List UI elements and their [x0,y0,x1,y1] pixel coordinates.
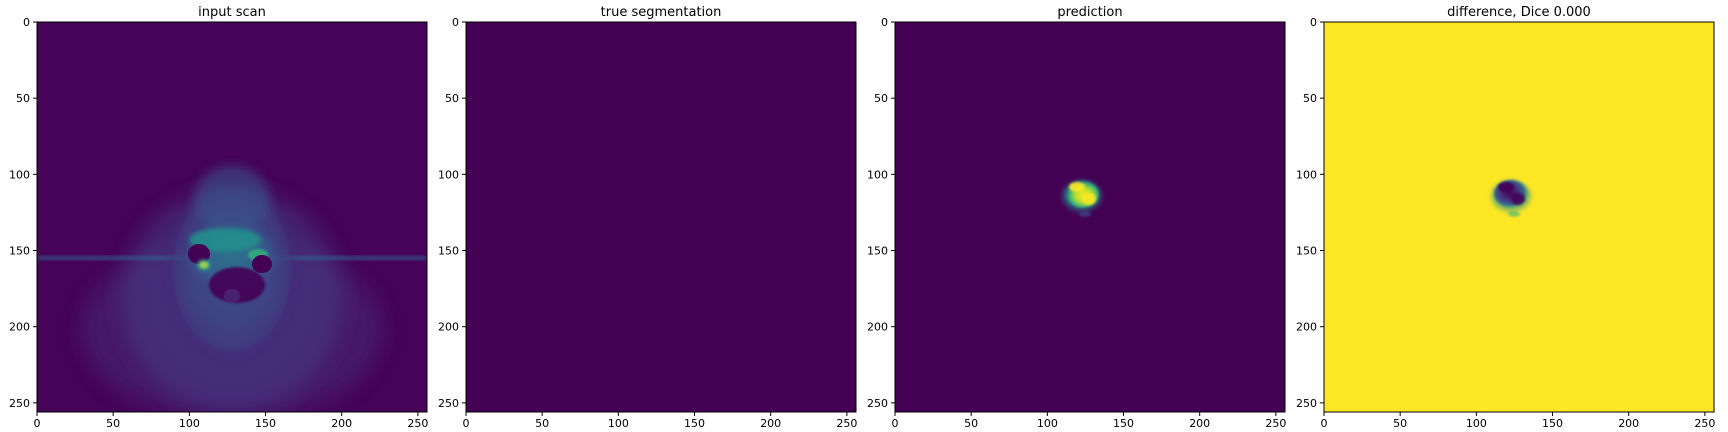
y-tick-label: 250 [438,397,459,410]
x-tick-label: 0 [892,417,899,430]
x-tick-label: 0 [463,417,470,430]
panel-prediction: prediction 0 50 100 150 200 250 0 50 100 150 200 2… [867,5,1286,430]
y-tick-label: 0 [452,16,459,29]
x-tick-label: 150 [684,417,705,430]
x-tick-label: 200 [1189,417,1210,430]
x-tick-label: 0 [1321,417,1328,430]
x-axis-ticks: 0 50 100 150 200 250 [34,412,428,430]
y-axis-ticks: 0 50 100 150 200 250 [438,16,466,410]
x-tick-label: 150 [1113,417,1134,430]
y-tick-label: 100 [1296,168,1317,181]
y-tick-label: 150 [9,245,30,258]
panel-input-scan: input scan [9,5,428,430]
y-tick-label: 50 [874,92,888,105]
panel-title: true segmentation [601,5,722,20]
panel-true-segmentation: true segmentation 0 50 100 150 200 250 0 50 100… [438,5,857,430]
y-tick-label: 100 [9,168,30,181]
x-tick-label: 50 [964,417,978,430]
true-segmentation-image [466,22,856,412]
x-tick-label: 200 [1618,417,1639,430]
y-tick-label: 0 [881,16,888,29]
y-tick-label: 200 [1296,321,1317,334]
x-tick-label: 200 [331,417,352,430]
panel-title: input scan [198,5,266,20]
panel-title: difference, Dice 0.000 [1447,5,1591,20]
y-tick-label: 100 [438,168,459,181]
y-tick-label: 100 [867,168,888,181]
x-tick-label: 200 [760,417,781,430]
y-tick-label: 150 [1296,245,1317,258]
x-tick-label: 50 [1393,417,1407,430]
x-tick-label: 250 [1265,417,1286,430]
input-scan-image [37,22,427,412]
x-tick-label: 100 [1037,417,1058,430]
prediction-image [895,22,1285,412]
y-axis-ticks: 0 50 100 150 200 250 [867,16,895,410]
x-tick-label: 150 [255,417,276,430]
y-tick-label: 250 [9,397,30,410]
x-tick-label: 150 [1542,417,1563,430]
x-tick-label: 100 [179,417,200,430]
x-tick-label: 100 [1466,417,1487,430]
y-tick-label: 50 [16,92,30,105]
x-axis-ticks: 0 50 100 150 200 250 [892,412,1286,430]
y-tick-label: 200 [867,321,888,334]
x-tick-label: 50 [535,417,549,430]
x-tick-label: 250 [836,417,857,430]
x-tick-label: 0 [34,417,41,430]
y-tick-label: 50 [445,92,459,105]
y-tick-label: 150 [438,245,459,258]
y-tick-label: 0 [23,16,30,29]
y-tick-label: 250 [867,397,888,410]
y-tick-label: 150 [867,245,888,258]
y-axis-ticks: 0 50 100 150 200 250 [9,16,37,410]
axis-frame [1323,21,1715,413]
y-tick-label: 200 [9,321,30,334]
panel-title: prediction [1057,5,1122,20]
axis-frame [465,21,857,413]
axis-frame [36,21,428,413]
y-tick-label: 0 [1310,16,1317,29]
x-axis-ticks: 0 50 100 150 200 250 [463,412,857,430]
x-axis-ticks: 0 50 100 150 200 250 [1321,412,1715,430]
axis-frame [894,21,1286,413]
y-tick-label: 250 [1296,397,1317,410]
panel-difference: difference, Dice 0.000 0 50 100 150 200 250 0… [1296,5,1715,430]
y-axis-ticks: 0 50 100 150 200 250 [1296,16,1324,410]
y-tick-label: 200 [438,321,459,334]
x-tick-label: 50 [106,417,120,430]
x-tick-label: 250 [1694,417,1715,430]
difference-image [1324,22,1714,412]
y-tick-label: 50 [1303,92,1317,105]
x-tick-label: 250 [407,417,428,430]
x-tick-label: 100 [608,417,629,430]
